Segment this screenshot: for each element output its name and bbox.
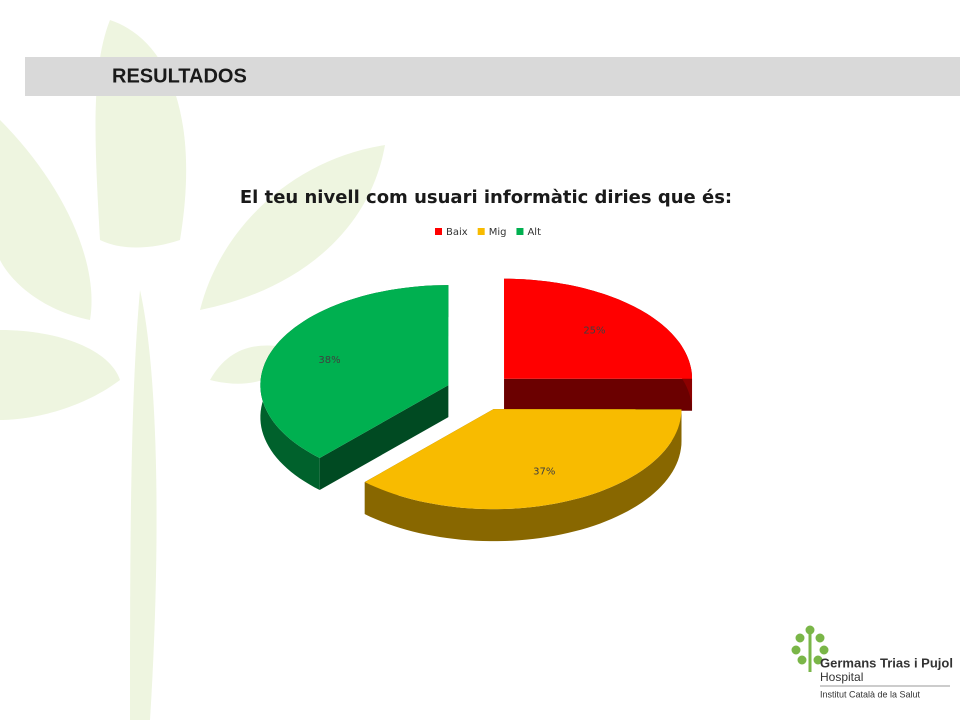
legend-swatch — [477, 228, 485, 235]
logo: Germans Trias i Pujol Hospital Institut … — [791, 625, 953, 699]
legend-label: Alt — [527, 227, 541, 238]
logo-institution: Institut Català de la Salut — [820, 689, 921, 699]
legend-label: Mig — [489, 227, 507, 238]
data-label: 38% — [318, 355, 340, 366]
slice — [364, 409, 682, 510]
slice-wall — [364, 409, 682, 542]
slice-side — [504, 378, 693, 411]
header-title: RESULTADOS — [112, 65, 247, 87]
legend: Baix Mig Alt — [435, 227, 541, 238]
header-bar — [25, 57, 960, 96]
data-label: 25% — [583, 326, 605, 337]
logo-name: Germans Trias i Pujol — [820, 655, 953, 670]
data-label: 37% — [533, 467, 555, 478]
legend-swatch — [435, 228, 442, 235]
pie: 25% 38% 37% — [260, 278, 693, 542]
chart-title: El teu nivell com usuari informàtic diri… — [240, 187, 732, 208]
slice — [260, 285, 449, 458]
logo-subtitle: Hospital — [820, 670, 863, 684]
slice-side — [319, 385, 449, 491]
legend-swatch — [516, 228, 524, 235]
slice — [504, 278, 692, 379]
legend-label: Baix — [446, 227, 468, 238]
